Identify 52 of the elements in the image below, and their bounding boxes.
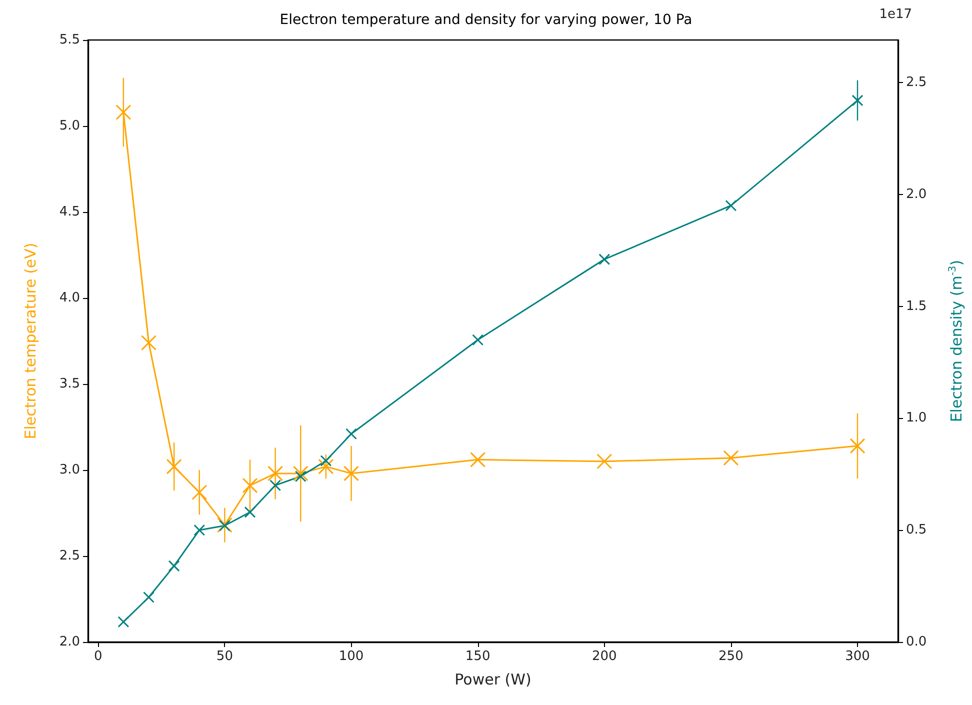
y2-tick-label: 2.5: [906, 75, 927, 90]
x-tick-label: 100: [338, 649, 364, 664]
point: [596, 454, 612, 470]
point: [346, 428, 357, 440]
x-axis-title: Power (W): [454, 670, 532, 688]
point: [244, 506, 256, 518]
point: [292, 466, 308, 482]
chart-title: Electron temperature and density for varying power, 10 Pa: [280, 12, 692, 28]
y-tick-label: 4.0: [59, 290, 80, 306]
y-tick-label: 3.5: [59, 376, 80, 392]
point: [320, 454, 332, 466]
point: [268, 466, 284, 482]
x-tick-label: 200: [592, 649, 617, 664]
text: 1e17: [879, 7, 912, 22]
y2-tick-label: 0.5: [906, 522, 927, 538]
point: [168, 560, 180, 572]
y-tick-label: 5.0: [59, 118, 80, 134]
point: [194, 524, 206, 536]
y2-tick-label: 0.0: [906, 634, 927, 650]
point: [118, 616, 130, 628]
y2-tick-label: 1.0: [906, 410, 927, 426]
point: [143, 591, 154, 603]
point: [270, 480, 282, 492]
point: [725, 200, 737, 212]
point: [598, 254, 610, 266]
x-tick-label: 150: [465, 649, 490, 664]
point: [242, 478, 258, 494]
x-tick-label: 250: [718, 649, 744, 664]
y-axis-title: Electron temperature (eV): [22, 242, 40, 440]
x-tick-label: 50: [216, 649, 233, 664]
point: [166, 458, 182, 474]
y-tick-label: 3.0: [59, 462, 80, 478]
y2-axis-title: Electron density (m-3): [948, 260, 966, 422]
point: [294, 470, 306, 482]
point: [116, 104, 132, 120]
y-tick-label: 2.5: [59, 548, 80, 564]
point: [470, 452, 486, 468]
point: [344, 466, 359, 482]
y-tick-label: 2.0: [59, 634, 80, 650]
point: [318, 458, 334, 474]
point: [852, 94, 864, 106]
point: [472, 334, 484, 346]
y2-tick-label: 1.5: [906, 298, 927, 314]
point: [192, 484, 208, 500]
y2-tick-label: 2.0: [906, 186, 927, 202]
point: [141, 334, 156, 350]
y-tick-label: 5.5: [59, 32, 80, 48]
x-tick-label: 0: [94, 649, 102, 664]
y-tick-label: 4.5: [59, 204, 80, 220]
point: [850, 438, 866, 454]
point: [723, 450, 739, 466]
x-tick-label: 300: [845, 649, 870, 664]
